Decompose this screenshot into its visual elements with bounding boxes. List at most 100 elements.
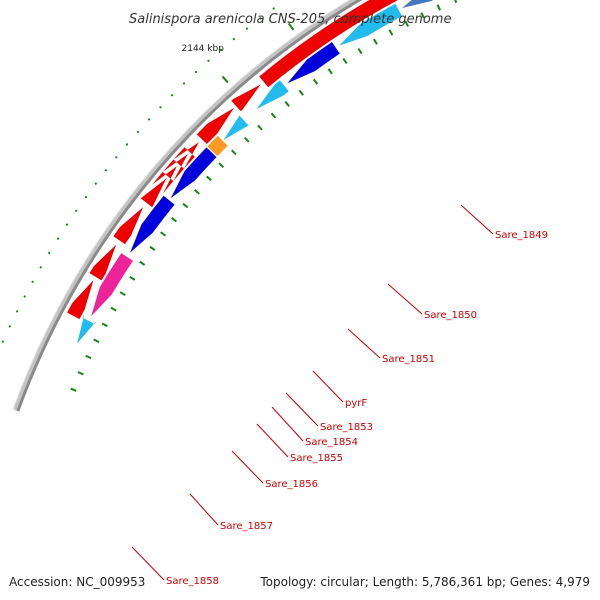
label-leader-line: [256, 423, 289, 458]
dotted-guide-ring: [1, 7, 275, 343]
reverse-cds-dark-3[interactable]: [130, 195, 175, 253]
minor-tick: [149, 245, 156, 252]
accession-text: Accession: NC_009953: [9, 575, 145, 589]
minor-tick: [284, 101, 290, 107]
reverse-cds-light-7[interactable]: [256, 80, 289, 109]
forward-cds-9[interactable]: [231, 84, 261, 112]
forward-cds-4[interactable]: [140, 178, 167, 208]
guide-dot: [94, 182, 97, 185]
minor-tick: [101, 322, 108, 328]
label-leader-line: [271, 406, 304, 442]
gene-label[interactable]: pyrF: [345, 398, 367, 409]
minor-tick: [388, 29, 394, 36]
guide-dot: [23, 295, 26, 298]
forward-cds-10[interactable]: [259, 0, 420, 88]
guide-dot: [136, 130, 139, 133]
guide-dot: [48, 251, 51, 254]
label-leader-line: [131, 546, 165, 581]
guide-dot: [16, 310, 19, 313]
guide-dot: [125, 143, 129, 146]
minor-tick: [139, 260, 146, 266]
reverse-cds-orange-5[interactable]: [207, 135, 228, 157]
guide-dot: [65, 223, 69, 226]
genome-summary-text: Topology: circular; Length: 5,786,361 bp…: [259, 575, 590, 589]
guide-dot: [259, 17, 262, 20]
guide-dot: [75, 209, 78, 212]
backbone-line: [16, 0, 363, 412]
gene-label[interactable]: Sare_1854: [305, 437, 358, 448]
guide-dot: [207, 59, 210, 62]
minor-tick: [357, 48, 363, 55]
minor-tick: [110, 306, 117, 312]
label-leader-line: [231, 450, 264, 484]
backbone-shadow: [13, 0, 358, 411]
map-title: Salinispora arenicola CNS-205, complete …: [129, 12, 451, 27]
gene-label[interactable]: Sare_1855: [290, 453, 343, 464]
reverse-cds-light-6[interactable]: [223, 114, 250, 140]
forward-cds-5[interactable]: [152, 166, 177, 194]
guide-dot: [220, 48, 223, 51]
forward-cds-1[interactable]: [67, 280, 94, 320]
guide-dot: [115, 156, 118, 159]
reverse-cds-steel-10[interactable]: [402, 0, 533, 9]
reverse-cds-light-1[interactable]: [77, 314, 97, 344]
genome-backbone: [13, 0, 363, 412]
minor-tick: [160, 231, 167, 237]
reverse-cds-dark-8[interactable]: [287, 42, 340, 84]
minor-tick: [129, 275, 136, 281]
major-tick: [221, 75, 229, 84]
guide-dot: [159, 106, 162, 109]
minor-tick: [85, 354, 92, 360]
guide-dot: [84, 196, 87, 199]
tick-marks: 2132 kbp2134 kbp2136 kbp2138 kbp2140 kbp…: [70, 0, 458, 392]
forward-cds-3[interactable]: [113, 207, 144, 245]
reverse-cds-pink-2[interactable]: [91, 253, 133, 317]
gene-features[interactable]: [67, 0, 600, 344]
guide-dot: [272, 7, 275, 10]
minor-tick: [327, 68, 333, 75]
label-leader-line: [460, 204, 494, 235]
guide-dot: [31, 280, 34, 283]
minor-tick: [119, 291, 126, 297]
minor-tick: [373, 38, 378, 45]
minor-tick: [420, 12, 425, 19]
minor-tick: [77, 371, 84, 376]
guide-dot: [8, 325, 11, 328]
gene-label[interactable]: Sare_1853: [320, 422, 373, 433]
gene-label[interactable]: Sare_1857: [220, 521, 273, 532]
minor-tick: [270, 112, 277, 119]
minor-tick: [298, 89, 304, 96]
gene-labels: Sare_1849 Sare_1850 Sare_1851 pyrF Sare_1853…: [131, 204, 548, 587]
minor-tick: [454, 0, 458, 3]
gene-label[interactable]: Sare_1849: [495, 230, 548, 241]
label-leader-line: [285, 392, 319, 427]
guide-dot: [232, 38, 235, 41]
reverse-cds-dark-4[interactable]: [170, 147, 217, 199]
forward-cds-6[interactable]: [162, 154, 188, 182]
minor-tick: [171, 216, 177, 223]
guide-dot: [39, 266, 42, 269]
guide-dot: [195, 70, 198, 74]
label-leader-line: [347, 328, 381, 359]
forward-cds-7[interactable]: [173, 142, 200, 169]
guide-dot: [1, 340, 4, 343]
guide-dot: [171, 94, 174, 97]
gene-label[interactable]: Sare_1850: [424, 310, 477, 321]
gene-label[interactable]: Sare_1851: [382, 354, 435, 365]
gene-label[interactable]: Sare_1856: [265, 479, 318, 490]
minor-tick: [342, 57, 348, 65]
guide-dot: [245, 27, 248, 30]
guide-dot: [182, 82, 186, 85]
minor-tick: [93, 338, 100, 344]
minor-tick: [257, 124, 263, 131]
forward-cds-2[interactable]: [89, 244, 117, 281]
minor-tick: [436, 4, 441, 11]
minor-tick: [230, 149, 237, 156]
forward-cds-8[interactable]: [196, 107, 235, 145]
guide-dot: [56, 237, 60, 240]
reverse-cds-light-9[interactable]: [339, 3, 402, 46]
gene-label[interactable]: Sare_1858: [166, 576, 219, 587]
minor-tick: [243, 136, 250, 143]
label-leader-line: [387, 283, 423, 315]
